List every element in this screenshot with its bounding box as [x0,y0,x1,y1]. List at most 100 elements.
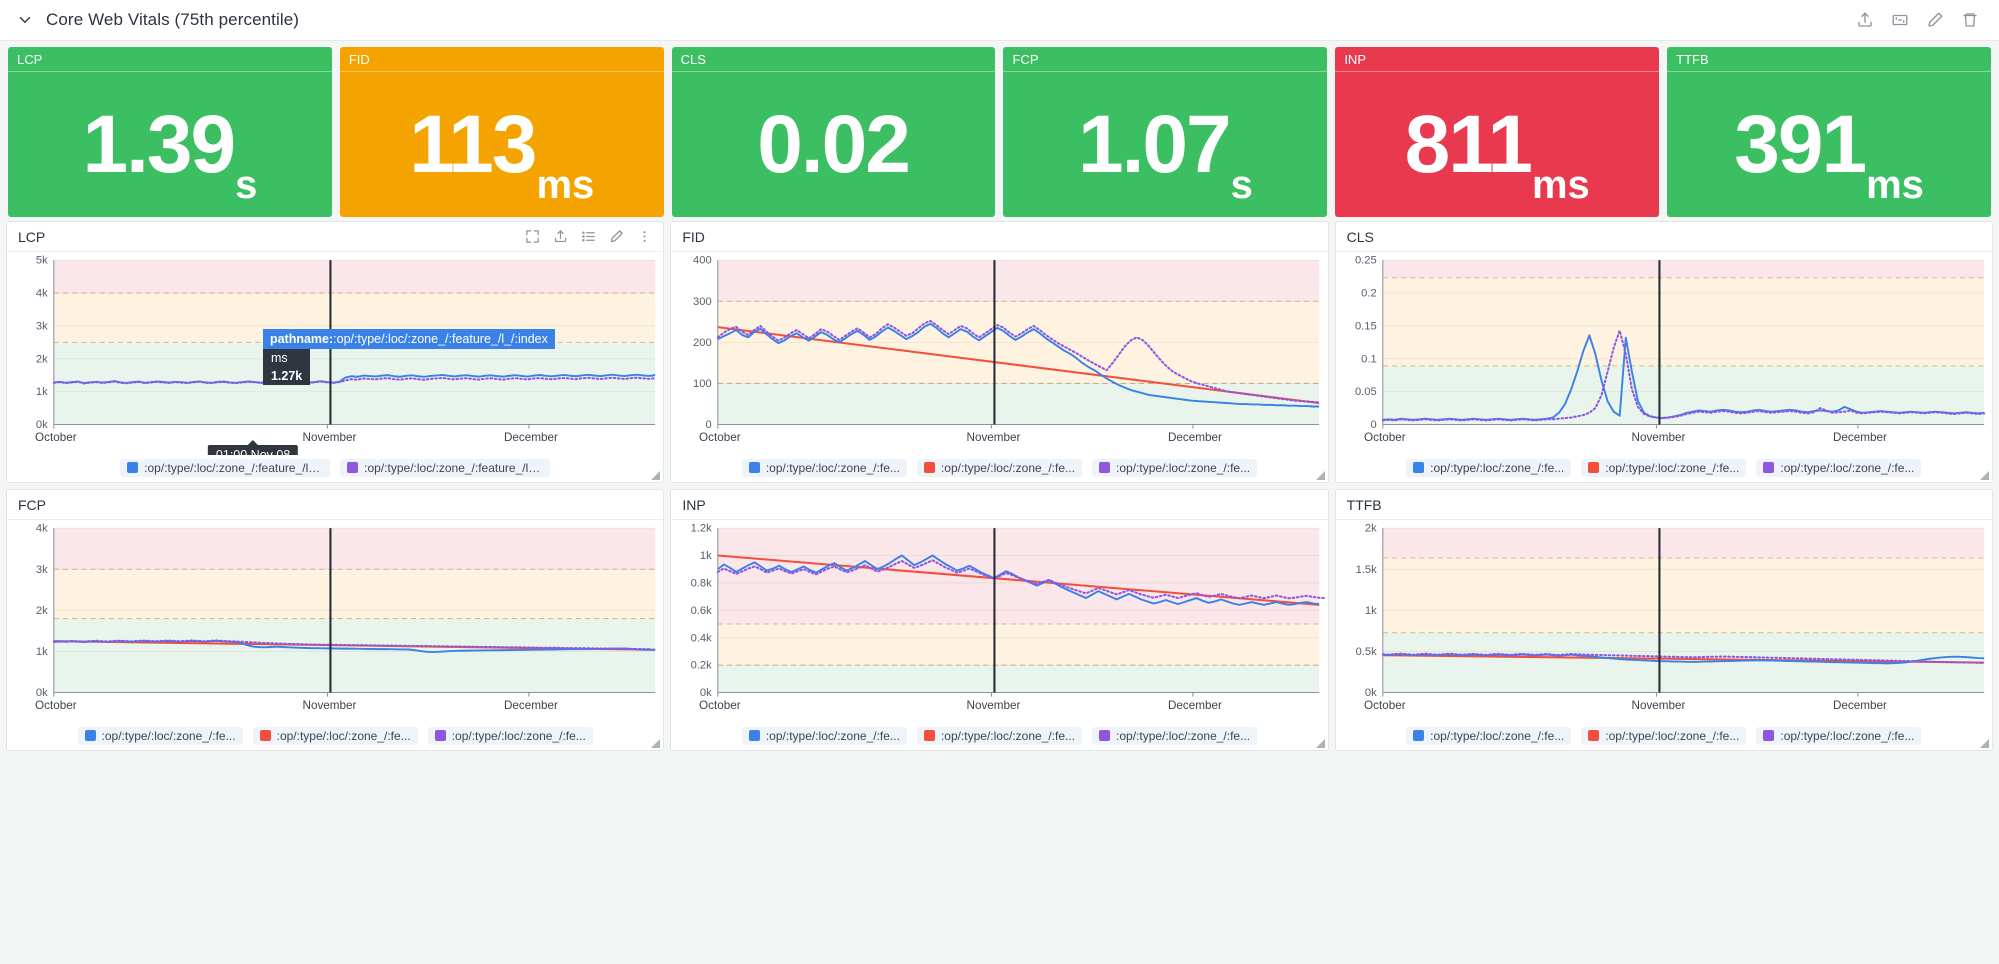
legend-item[interactable]: :op/:type/:loc/:zone_/:fe... [1756,726,1922,745]
stat-card-unit: ms [1531,163,1590,207]
plot-area[interactable]: 0k 0.2k 0.4k 0.6k 0.8k 1k 1.2k October November D… [671,520,1327,723]
chart-panel-ttfb[interactable]: TTFB 0k 0.5k 1k 1.5k 2k October November Decembe… [1334,489,1993,751]
chart-panel-inp[interactable]: INP 0k 0.2k 0.4k 0.6k 0.8k 1k 1.2k October Novemb… [670,489,1329,751]
legend-item[interactable]: :op/:type/:loc/:zone_/:fe... [1406,458,1572,477]
chart-legend: :op/:type/:loc/:zone_/:fe... :op/:type/:l… [7,723,663,750]
chart-panel-fcp[interactable]: FCP 0k 1k 2k 3k 4k October November December:op/… [6,489,665,751]
stat-card-unit: ms [1866,163,1924,207]
dashboard-row-header[interactable]: Core Web Vitals (75th percentile) [0,0,1999,41]
legend-swatch [127,462,139,473]
legend-label: :op/:type/:loc/:zone_/:fe... [1780,460,1915,475]
legend-item[interactable]: :op/:type/:loc/:zone_/:fe... [252,726,418,745]
legend-item[interactable]: :op/:type/:loc/:zone_/:feature_/l_/:inde… [120,458,331,477]
stat-card-ttfb[interactable]: TTFB 391 ms [1667,47,1991,217]
chart-panel-cls[interactable]: CLS 0 0.05 0.1 0.15 0.2 0.25 October November Dec… [1334,221,1993,483]
stat-card-value: 1.39 [82,98,236,190]
legend-label: :op/:type/:loc/:zone_/:feature_/l_/:inde… [144,460,323,475]
stat-card-body: 1.07 s [1003,72,1327,217]
svg-text:0: 0 [1370,419,1376,431]
legend-item[interactable]: :op/:type/:loc/:zone_/:fe... [1581,726,1747,745]
svg-text:3k: 3k [36,564,48,576]
panel-resize-handle[interactable] [1315,739,1325,748]
stat-card-value: 0.02 [757,98,911,190]
plot-area[interactable]: 0 0.05 0.1 0.15 0.2 0.25 October November Decemb… [1336,252,1992,455]
share-icon[interactable] [1856,11,1874,29]
stat-card-body: 391 ms [1667,72,1991,217]
legend-swatch [1099,462,1111,473]
legend-item[interactable]: :op/:type/:loc/:zone_/:fe... [1581,458,1747,477]
legend-label: :op/:type/:loc/:zone_/:fe... [1430,460,1565,475]
chevron-down-icon[interactable] [14,9,36,31]
legend-item[interactable]: :op/:type/:loc/:zone_/:fe... [741,726,907,745]
list-icon[interactable] [581,229,596,244]
legend-label: :op/:type/:loc/:zone_/:fe... [940,728,1076,743]
stat-card-title: LCP [8,47,332,72]
svg-text:October: October [35,699,77,712]
stat-card-title: INP [1335,47,1660,72]
svg-text:0.15: 0.15 [1355,320,1377,332]
legend-label: :op/:type/:loc/:zone_/:fe... [1605,728,1740,743]
legend-item[interactable]: :op/:type/:loc/:zone_/:fe... [77,726,243,745]
panel-resize-handle[interactable] [1315,471,1325,480]
page-title: Core Web Vitals (75th percentile) [46,10,300,29]
legend-label: :op/:type/:loc/:zone_/:fe... [451,728,586,743]
legend-item[interactable]: :op/:type/:loc/:zone_/:fe... [427,726,593,745]
legend-label: :op/:type/:loc/:zone_/:feature_/l_/:inde… [364,460,543,475]
legend-item[interactable]: :op/:type/:loc/:zone_/:feature_/l_/:inde… [340,458,551,477]
stat-card-lcp[interactable]: LCP 1.39 s [8,47,332,217]
stat-card-inp[interactable]: INP 811 ms [1335,47,1660,217]
plot-area[interactable]: 0k 1k 2k 3k 4k 5k October November December pathn… [7,252,663,455]
expand-icon[interactable] [525,229,540,244]
panel-resize-handle[interactable] [651,739,661,748]
plot-area[interactable]: 0k 0.5k 1k 1.5k 2k October November December [1336,520,1992,723]
svg-text:1k: 1k [36,646,48,658]
svg-text:5k: 5k [36,255,48,267]
legend-item[interactable]: :op/:type/:loc/:zone_/:fe... [1092,458,1258,477]
chart-panel-fid[interactable]: FID 0 100 200 300 400 October November December:… [670,221,1329,483]
panel-resize-handle[interactable] [651,471,661,480]
plot-area[interactable]: 0k 1k 2k 3k 4k October November December [7,520,663,723]
edit-pencil-icon[interactable] [1926,11,1944,29]
svg-text:4k: 4k [36,288,48,300]
trash-icon[interactable] [1961,11,1979,29]
stat-card-fid[interactable]: FID 113 ms [339,47,664,217]
share-icon[interactable] [553,229,568,244]
panel-resize-handle[interactable] [1979,471,1989,480]
stat-card-unit: s [235,163,258,207]
svg-text:2k: 2k [1365,523,1377,535]
legend-swatch [84,730,96,741]
legend-swatch [347,462,359,473]
legend-item[interactable]: :op/:type/:loc/:zone_/:fe... [1406,726,1572,745]
legend-item[interactable]: :op/:type/:loc/:zone_/:fe... [1756,458,1922,477]
legend-swatch [1763,730,1775,741]
stat-card-fcp[interactable]: FCP 1.07 s [1003,47,1328,217]
edit-pencil-icon[interactable] [609,229,624,244]
legend-swatch [748,730,760,741]
legend-item[interactable]: :op/:type/:loc/:zone_/:fe... [1092,726,1258,745]
svg-text:3k: 3k [36,320,48,332]
legend-swatch [434,730,446,741]
chart-legend: :op/:type/:loc/:zone_/:fe... :op/:type/:l… [1336,455,1992,482]
panel-header: FCP [7,490,664,520]
legend-item[interactable]: :op/:type/:loc/:zone_/:fe... [916,726,1083,745]
fullscreen-icon[interactable] [1891,11,1909,29]
svg-text:November: November [303,431,357,444]
svg-text:4k: 4k [36,523,48,535]
legend-swatch [1588,462,1600,473]
chart-plot: 0k 1k 2k 3k 4k October November December [35,523,656,712]
chart-legend: :op/:type/:loc/:zone_/:feature_/l_/:inde… [7,455,663,482]
svg-text:December: December [504,699,558,712]
svg-text:0.5k: 0.5k [1355,646,1377,658]
panel-resize-handle[interactable] [1979,739,1989,748]
plot-area[interactable]: 0 100 200 300 400 October November December [671,252,1327,455]
panel-title: FID [682,228,705,245]
legend-item[interactable]: :op/:type/:loc/:zone_/:fe... [741,458,907,477]
svg-text:October: October [1364,699,1406,712]
kebab-menu-icon[interactable] [637,229,652,244]
legend-item[interactable]: :op/:type/:loc/:zone_/:fe... [916,458,1083,477]
stat-card-value: 113 [409,98,537,190]
stat-card-cls[interactable]: CLS 0.02 [671,47,996,217]
panel-header: LCP [7,222,664,252]
svg-text:200: 200 [693,337,712,349]
chart-panel-lcp[interactable]: LCP 0k 1k 2k 3k 4k 5k October November December pa… [6,221,665,483]
